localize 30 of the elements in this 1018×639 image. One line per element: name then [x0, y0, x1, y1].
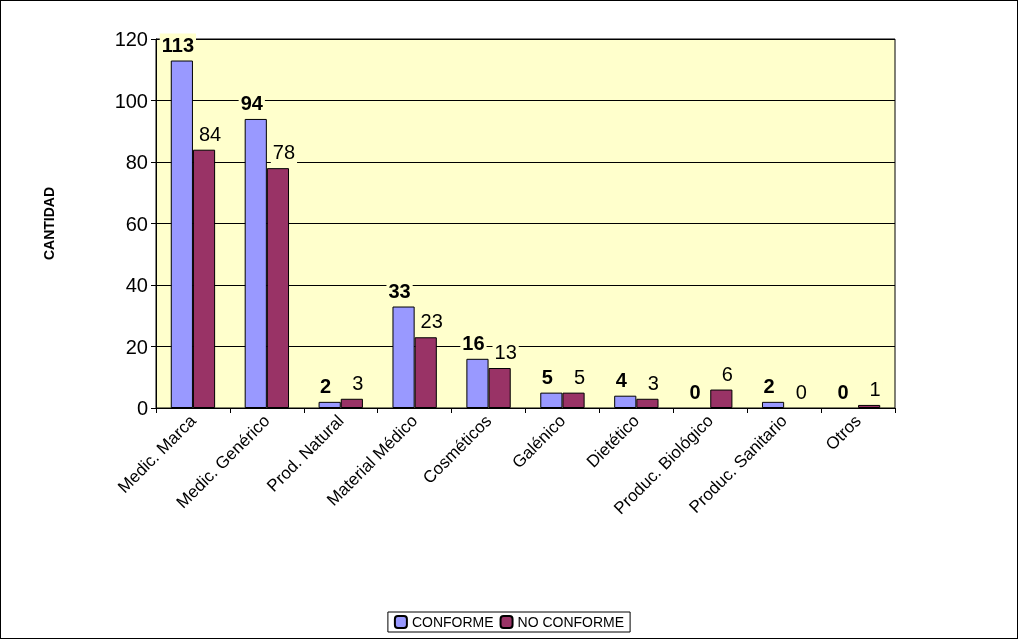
data-label: 16: [462, 331, 485, 354]
data-label: 113: [161, 33, 194, 56]
data-label: 5: [573, 365, 586, 388]
legend-label: CONFORME: [411, 614, 494, 630]
data-label: 2: [320, 374, 332, 397]
y-tick-label: 100: [114, 89, 148, 112]
y-tick-label: 20: [125, 335, 148, 358]
data-label: 4: [615, 368, 628, 391]
data-label: 0: [689, 381, 701, 403]
data-label: 6: [721, 362, 733, 385]
data-label: 23: [420, 310, 443, 333]
data-label: 5: [541, 365, 553, 388]
data-label: 3: [352, 371, 364, 394]
y-tick-label: 80: [125, 151, 148, 173]
data-label: 0: [795, 381, 807, 403]
data-label: 3: [647, 371, 659, 394]
data-label: 33: [388, 279, 411, 302]
y-tick-label: 0: [136, 397, 148, 419]
y-tick-label: 60: [125, 212, 148, 235]
y-tick-label: 120: [114, 28, 148, 50]
data-label: 13: [494, 341, 517, 364]
y-axis-title: CANTIDAD: [41, 186, 57, 261]
data-label: 2: [763, 374, 775, 397]
legend-label: NO CONFORME: [517, 614, 625, 630]
data-label: 94: [240, 91, 264, 114]
data-label: 78: [272, 141, 296, 164]
data-label: 0: [837, 381, 849, 403]
data-label: 84: [198, 122, 222, 145]
data-label: 1: [869, 377, 881, 400]
y-tick-label: 40: [125, 274, 148, 296]
